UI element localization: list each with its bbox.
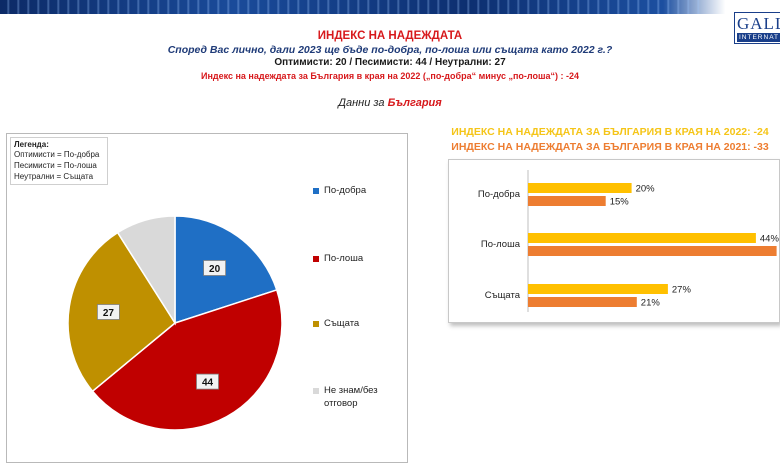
bar-data-label: 44% <box>760 234 779 245</box>
legend-definition: Песимисти = По-лоша <box>14 161 97 170</box>
pie-data-label-box <box>97 304 120 320</box>
legend-label: Не знам/без отговор <box>324 385 378 409</box>
legend-swatch <box>313 256 319 262</box>
bar-1-0 <box>528 233 756 243</box>
subhead-prefix: Данни за <box>338 97 388 109</box>
pie-chart: 20 44 27 <box>67 215 283 431</box>
bar-1-1 <box>528 246 777 256</box>
bar-data-label: 27% <box>672 285 692 296</box>
index-2022-heading: ИНДЕКС НА НАДЕЖДАТА ЗА БЪЛГАРИЯ В КРАЯ Н… <box>451 126 769 138</box>
category-tick-label: По-лоша <box>481 239 521 250</box>
banner-pattern <box>0 0 700 14</box>
pie-slice-3 <box>116 215 176 326</box>
pie-data-label: 44 <box>202 378 214 389</box>
bar-0-1 <box>528 196 606 206</box>
subhead-country: България <box>387 97 442 109</box>
pie-slice-1 <box>91 288 283 431</box>
legend-swatch <box>313 388 319 394</box>
subhead: Данни за България <box>0 97 780 109</box>
category-tick-label: По-добра <box>478 189 521 200</box>
pie-data-label-box <box>196 373 219 390</box>
bar-0-0 <box>528 183 632 193</box>
page-title: ИНДЕКС НА НАДЕЖДАТА <box>317 30 463 42</box>
logo-subtext: INTERNAT <box>737 33 780 42</box>
pie-slice-2 <box>67 231 176 393</box>
bar-2-1 <box>528 297 637 307</box>
survey-question: Според Вас лично, дали 2023 ще бъде по-д… <box>167 44 613 56</box>
gallup-logo: GALL INTERNAT <box>734 12 780 44</box>
pie-chart-panel: Легенда: Оптимисти = По-добра Песимисти … <box>6 133 408 463</box>
logo-text: GALL <box>737 14 780 33</box>
index-line: Индекс на надеждата за България в края н… <box>200 71 580 81</box>
counts-line: Оптимисти: 20 / Песимисти: 44 / Неутралн… <box>274 57 506 68</box>
header-banner <box>0 0 780 14</box>
legend-definition: Оптимисти = По-добра <box>14 150 100 159</box>
pie-data-label: 20 <box>209 264 221 275</box>
pie-data-label-box <box>203 260 227 276</box>
legend-label: Същата <box>324 318 360 329</box>
legend-definition: Неутрални = Същата <box>14 172 94 181</box>
legend-swatch <box>313 188 319 194</box>
bar-2-0 <box>528 284 668 294</box>
pie-data-label: 27 <box>103 308 115 319</box>
legend-swatch <box>313 321 319 327</box>
legend-label: По-лоша <box>324 253 364 264</box>
bar-data-label: 21% <box>641 298 661 309</box>
index-2021-heading: ИНДЕКС НА НАДЕЖДАТА ЗА БЪЛГАРИЯ В КРАЯ Н… <box>451 141 769 153</box>
bar-data-label: 15% <box>610 197 630 208</box>
legend-label: По-добра <box>324 185 367 196</box>
definitions-legend: Легенда: Оптимисти = По-добра Песимисти … <box>10 137 108 185</box>
bar-data-label: 20% <box>636 184 656 195</box>
category-tick-label: Същата <box>485 290 521 301</box>
legend-title: Легенда: <box>14 140 49 149</box>
